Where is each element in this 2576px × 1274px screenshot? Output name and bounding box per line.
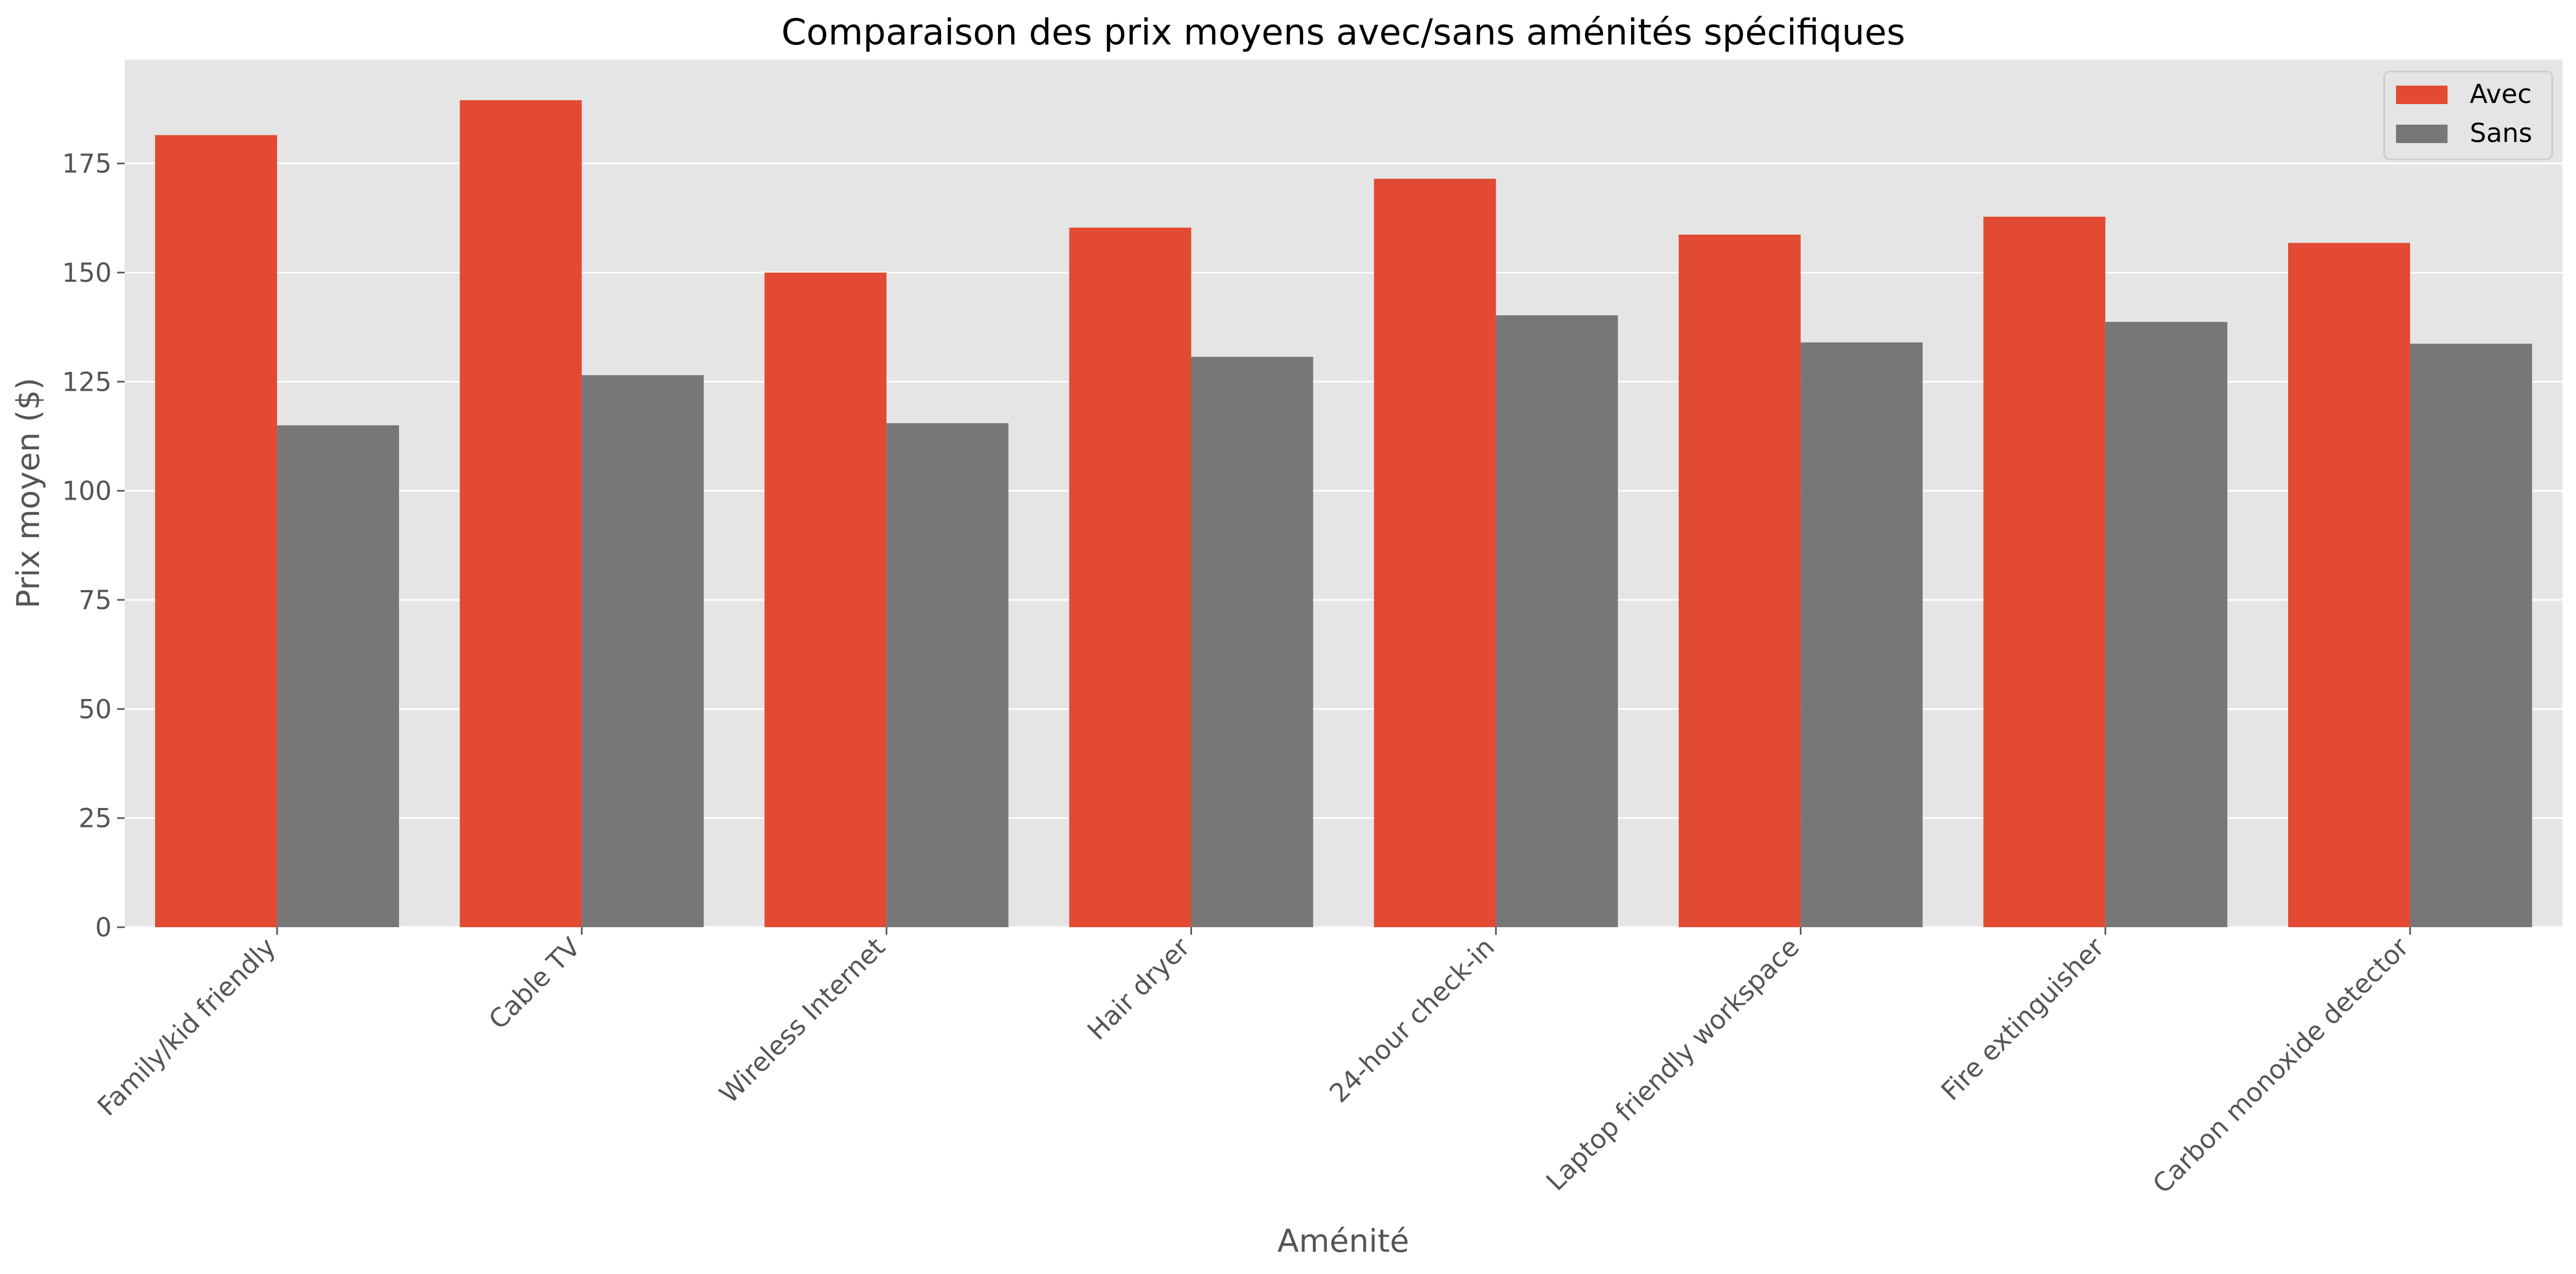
bar-avec xyxy=(1069,228,1192,927)
bar-avec xyxy=(1374,178,1496,928)
bar-sans xyxy=(277,425,400,927)
chart-title: Comparaison des prix moyens avec/sans am… xyxy=(781,11,1905,53)
y-tick-label: 50 xyxy=(79,694,112,725)
legend-swatch-avec xyxy=(2396,86,2448,104)
bar-avec xyxy=(764,273,887,928)
y-tick-label: 150 xyxy=(62,258,112,288)
x-tick-label: Laptop friendly workspace xyxy=(1541,932,1806,1197)
bar-sans xyxy=(886,423,1009,927)
bar-avec xyxy=(155,135,278,928)
y-tick-label: 0 xyxy=(95,913,112,943)
y-tick-label: 100 xyxy=(62,476,112,507)
x-tick-label: Cable TV xyxy=(483,932,587,1036)
bar-avec xyxy=(1983,216,2105,927)
x-tick-label: Fire extinguisher xyxy=(1935,932,2110,1107)
y-tick-label: 25 xyxy=(79,804,112,834)
x-tick-label: Hair dryer xyxy=(1081,932,1196,1046)
x-tick-label: Family/kid friendly xyxy=(92,932,281,1122)
bar-sans xyxy=(1800,342,1923,927)
bar-sans xyxy=(582,375,704,927)
bar-avec xyxy=(1678,234,1801,928)
legend-swatch-sans xyxy=(2396,125,2448,143)
y-tick-label: 125 xyxy=(62,367,112,397)
bar-sans xyxy=(2410,344,2532,927)
bar-avec xyxy=(2288,243,2410,927)
bar-sans xyxy=(1496,315,1618,927)
x-axis-ticks: Family/kid friendly Cable TV Wireless Inte… xyxy=(92,927,2415,1200)
y-tick-label: 75 xyxy=(79,585,112,616)
x-tick-label: Carbon monoxide detector xyxy=(2147,932,2415,1200)
x-tick-label: 24-hour check-in xyxy=(1324,932,1500,1109)
y-axis-label: Prix moyen ($) xyxy=(10,378,47,609)
bar-sans xyxy=(1191,357,1313,927)
legend-label-sans: Sans xyxy=(2470,118,2532,148)
y-tick-label: 175 xyxy=(62,149,112,179)
bar-avec xyxy=(460,100,582,927)
x-axis-label: Aménité xyxy=(1277,1223,1409,1259)
x-tick-label: Wireless Internet xyxy=(714,932,891,1109)
legend-label-avec: Avec xyxy=(2470,79,2532,109)
legend: Avec Sans xyxy=(2383,70,2553,160)
y-axis-ticks: 0 25 50 75 100 125 150 175 xyxy=(62,149,125,943)
bar-sans xyxy=(2105,322,2227,927)
bars xyxy=(155,100,2532,928)
